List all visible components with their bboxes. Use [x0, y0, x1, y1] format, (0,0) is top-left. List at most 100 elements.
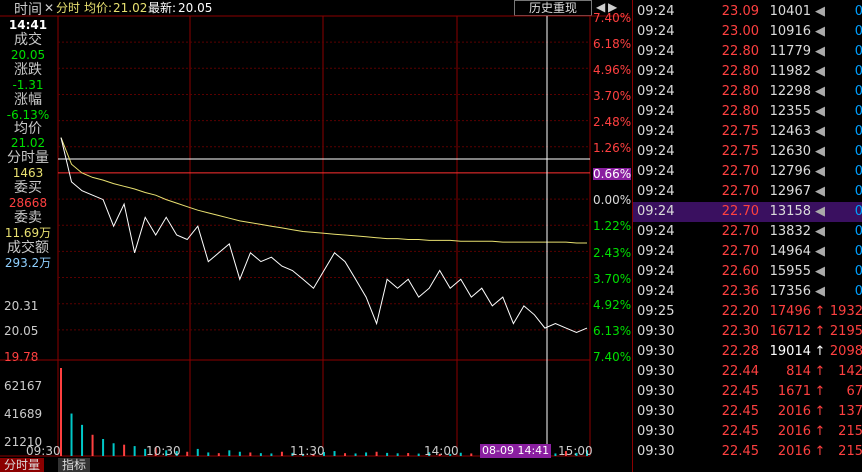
trade-time: 09:24: [637, 264, 675, 279]
deal-value: 20.05: [10, 48, 46, 62]
trade-row[interactable]: 09:30 22.45 2016 ↑ 137: [633, 402, 862, 422]
trade-time: 09:24: [637, 184, 675, 199]
trade-direction-icon: ↑: [814, 324, 826, 339]
trade-row[interactable]: 09:24 22.80 12298 ◀ 0: [633, 82, 862, 102]
volume-bars: [60, 368, 588, 456]
trade-direction-icon: ◀: [815, 84, 825, 99]
trade-direction-icon: ↑: [814, 384, 826, 399]
trade-row[interactable]: 09:24 22.70 14964 ◀ 0: [633, 242, 862, 262]
trade-count: 0: [854, 64, 862, 79]
trade-time: 09:24: [637, 4, 675, 19]
trade-count: 0: [854, 4, 862, 19]
percent-tick: 4.92%: [593, 297, 632, 312]
trade-row[interactable]: 09:30 22.28 19014 ↑ 2098: [633, 342, 862, 362]
trade-volume: 10916: [769, 24, 811, 39]
trade-volume: 12630: [769, 144, 811, 159]
collapse-icon[interactable]: ◀: [596, 0, 606, 14]
trade-direction-icon: ◀: [815, 144, 825, 159]
trade-row[interactable]: 09:30 22.45 1671 ↑ 67: [633, 382, 862, 402]
trade-row[interactable]: 09:24 22.70 13158 ◀ 0: [633, 202, 862, 222]
trade-row[interactable]: 09:24 23.00 10916 ◀ 0: [633, 22, 862, 42]
trade-volume: 17496: [769, 304, 811, 319]
change-value: -1.31: [12, 78, 44, 92]
trade-row[interactable]: 09:30 22.44 814 ↑ 142: [633, 362, 862, 382]
trade-price: 22.75: [721, 124, 759, 139]
chart-grid: [0, 15, 630, 457]
trade-row[interactable]: 09:24 22.75 12463 ◀ 0: [633, 122, 862, 142]
trade-time: 09:24: [637, 24, 675, 39]
trade-count: 0: [854, 244, 862, 259]
trade-price: 22.70: [721, 204, 759, 219]
expand-icon[interactable]: ▶: [608, 0, 618, 14]
time-label: 时间: [14, 2, 42, 18]
pct-value: -6.13%: [6, 108, 50, 122]
crosshair-icon: ✕: [44, 1, 55, 15]
percent-tick: 1.26%: [593, 141, 632, 156]
trade-time: 09:25: [637, 304, 675, 319]
percent-tick: 4.96%: [593, 63, 632, 78]
volume-tick: 21210: [4, 435, 43, 449]
avg-price-value: 21.02: [113, 1, 148, 15]
trade-direction-icon: ◀: [815, 184, 825, 199]
trade-volume: 16712: [769, 324, 811, 339]
trade-direction-icon: ↑: [814, 424, 826, 439]
trade-direction-icon: ◀: [815, 264, 825, 279]
trade-volume: 2016: [777, 444, 811, 459]
price-tick: 20.05: [4, 324, 39, 338]
pct-label: 涨幅: [14, 92, 42, 108]
trade-count: 2195: [829, 324, 862, 339]
trade-price: 22.44: [721, 364, 759, 379]
trade-volume: 17356: [769, 284, 811, 299]
trade-row[interactable]: 09:30 22.30 16712 ↑ 2195: [633, 322, 862, 342]
trade-row[interactable]: 09:24 22.75 12630 ◀ 0: [633, 142, 862, 162]
percent-tick: 0.66%: [593, 167, 632, 182]
trade-row[interactable]: 09:30 22.45 2016 ↑ 215: [633, 442, 862, 462]
time-value: 14:41: [8, 18, 48, 32]
trade-row[interactable]: 09:24 22.80 12355 ◀ 0: [633, 102, 862, 122]
trade-price: 22.70: [721, 244, 759, 259]
trade-volume: 11982: [769, 64, 811, 79]
trade-price: 22.80: [721, 84, 759, 99]
trade-row[interactable]: 09:24 22.80 11982 ◀ 0: [633, 62, 862, 82]
latest-price-value: 20.05: [178, 1, 213, 15]
trade-price: 22.28: [721, 344, 759, 359]
trade-time: 09:24: [637, 124, 675, 139]
trade-direction-icon: ◀: [815, 224, 825, 239]
percent-tick: 2.43%: [593, 245, 632, 260]
trade-volume: 12355: [769, 104, 811, 119]
trade-direction-icon: ◀: [815, 4, 825, 19]
trade-volume: 12967: [769, 184, 811, 199]
trade-price: 22.70: [721, 224, 759, 239]
trade-volume: 11779: [769, 44, 811, 59]
trade-row[interactable]: 09:24 22.80 11779 ◀ 0: [633, 42, 862, 62]
volume-tick: 41689: [4, 407, 43, 421]
trade-row[interactable]: 09:24 23.09 10401 ◀ 0: [633, 2, 862, 22]
trade-price: 22.30: [721, 324, 759, 339]
trade-row[interactable]: 09:30 22.45 2016 ↑ 215: [633, 422, 862, 442]
price-line: [60, 137, 588, 334]
trade-row[interactable]: 09:24 22.36 17356 ◀ 0: [633, 282, 862, 302]
trade-row[interactable]: 09:25 22.20 17496 ↑ 1932: [633, 302, 862, 322]
trade-volume: 13158: [769, 204, 811, 219]
trade-count: 0: [854, 44, 862, 59]
tab-indicator[interactable]: 指标: [58, 458, 91, 472]
trade-time: 09:24: [637, 244, 675, 259]
tab-volume[interactable]: 分时量: [0, 458, 45, 472]
intraday-chart[interactable]: [0, 0, 630, 472]
trade-volume: 814: [786, 364, 811, 379]
trade-time: 09:24: [637, 224, 675, 239]
trade-direction-icon: ◀: [815, 244, 825, 259]
trade-count: 215: [838, 444, 862, 459]
trade-volume: 2016: [777, 424, 811, 439]
trade-direction-icon: ◀: [815, 64, 825, 79]
trade-row[interactable]: 09:24 22.70 12796 ◀ 0: [633, 162, 862, 182]
latest-price-label: 最新:: [148, 1, 177, 15]
trade-row[interactable]: 09:24 22.60 15955 ◀ 0: [633, 262, 862, 282]
trade-row[interactable]: 09:24 22.70 13832 ◀ 0: [633, 222, 862, 242]
trade-price: 22.80: [721, 64, 759, 79]
trade-count: 0: [854, 264, 862, 279]
trade-price: 22.70: [721, 184, 759, 199]
trade-row[interactable]: 09:24 22.70 12967 ◀ 0: [633, 182, 862, 202]
trade-count: 0: [854, 104, 862, 119]
trade-direction-icon: ↑: [814, 404, 826, 419]
